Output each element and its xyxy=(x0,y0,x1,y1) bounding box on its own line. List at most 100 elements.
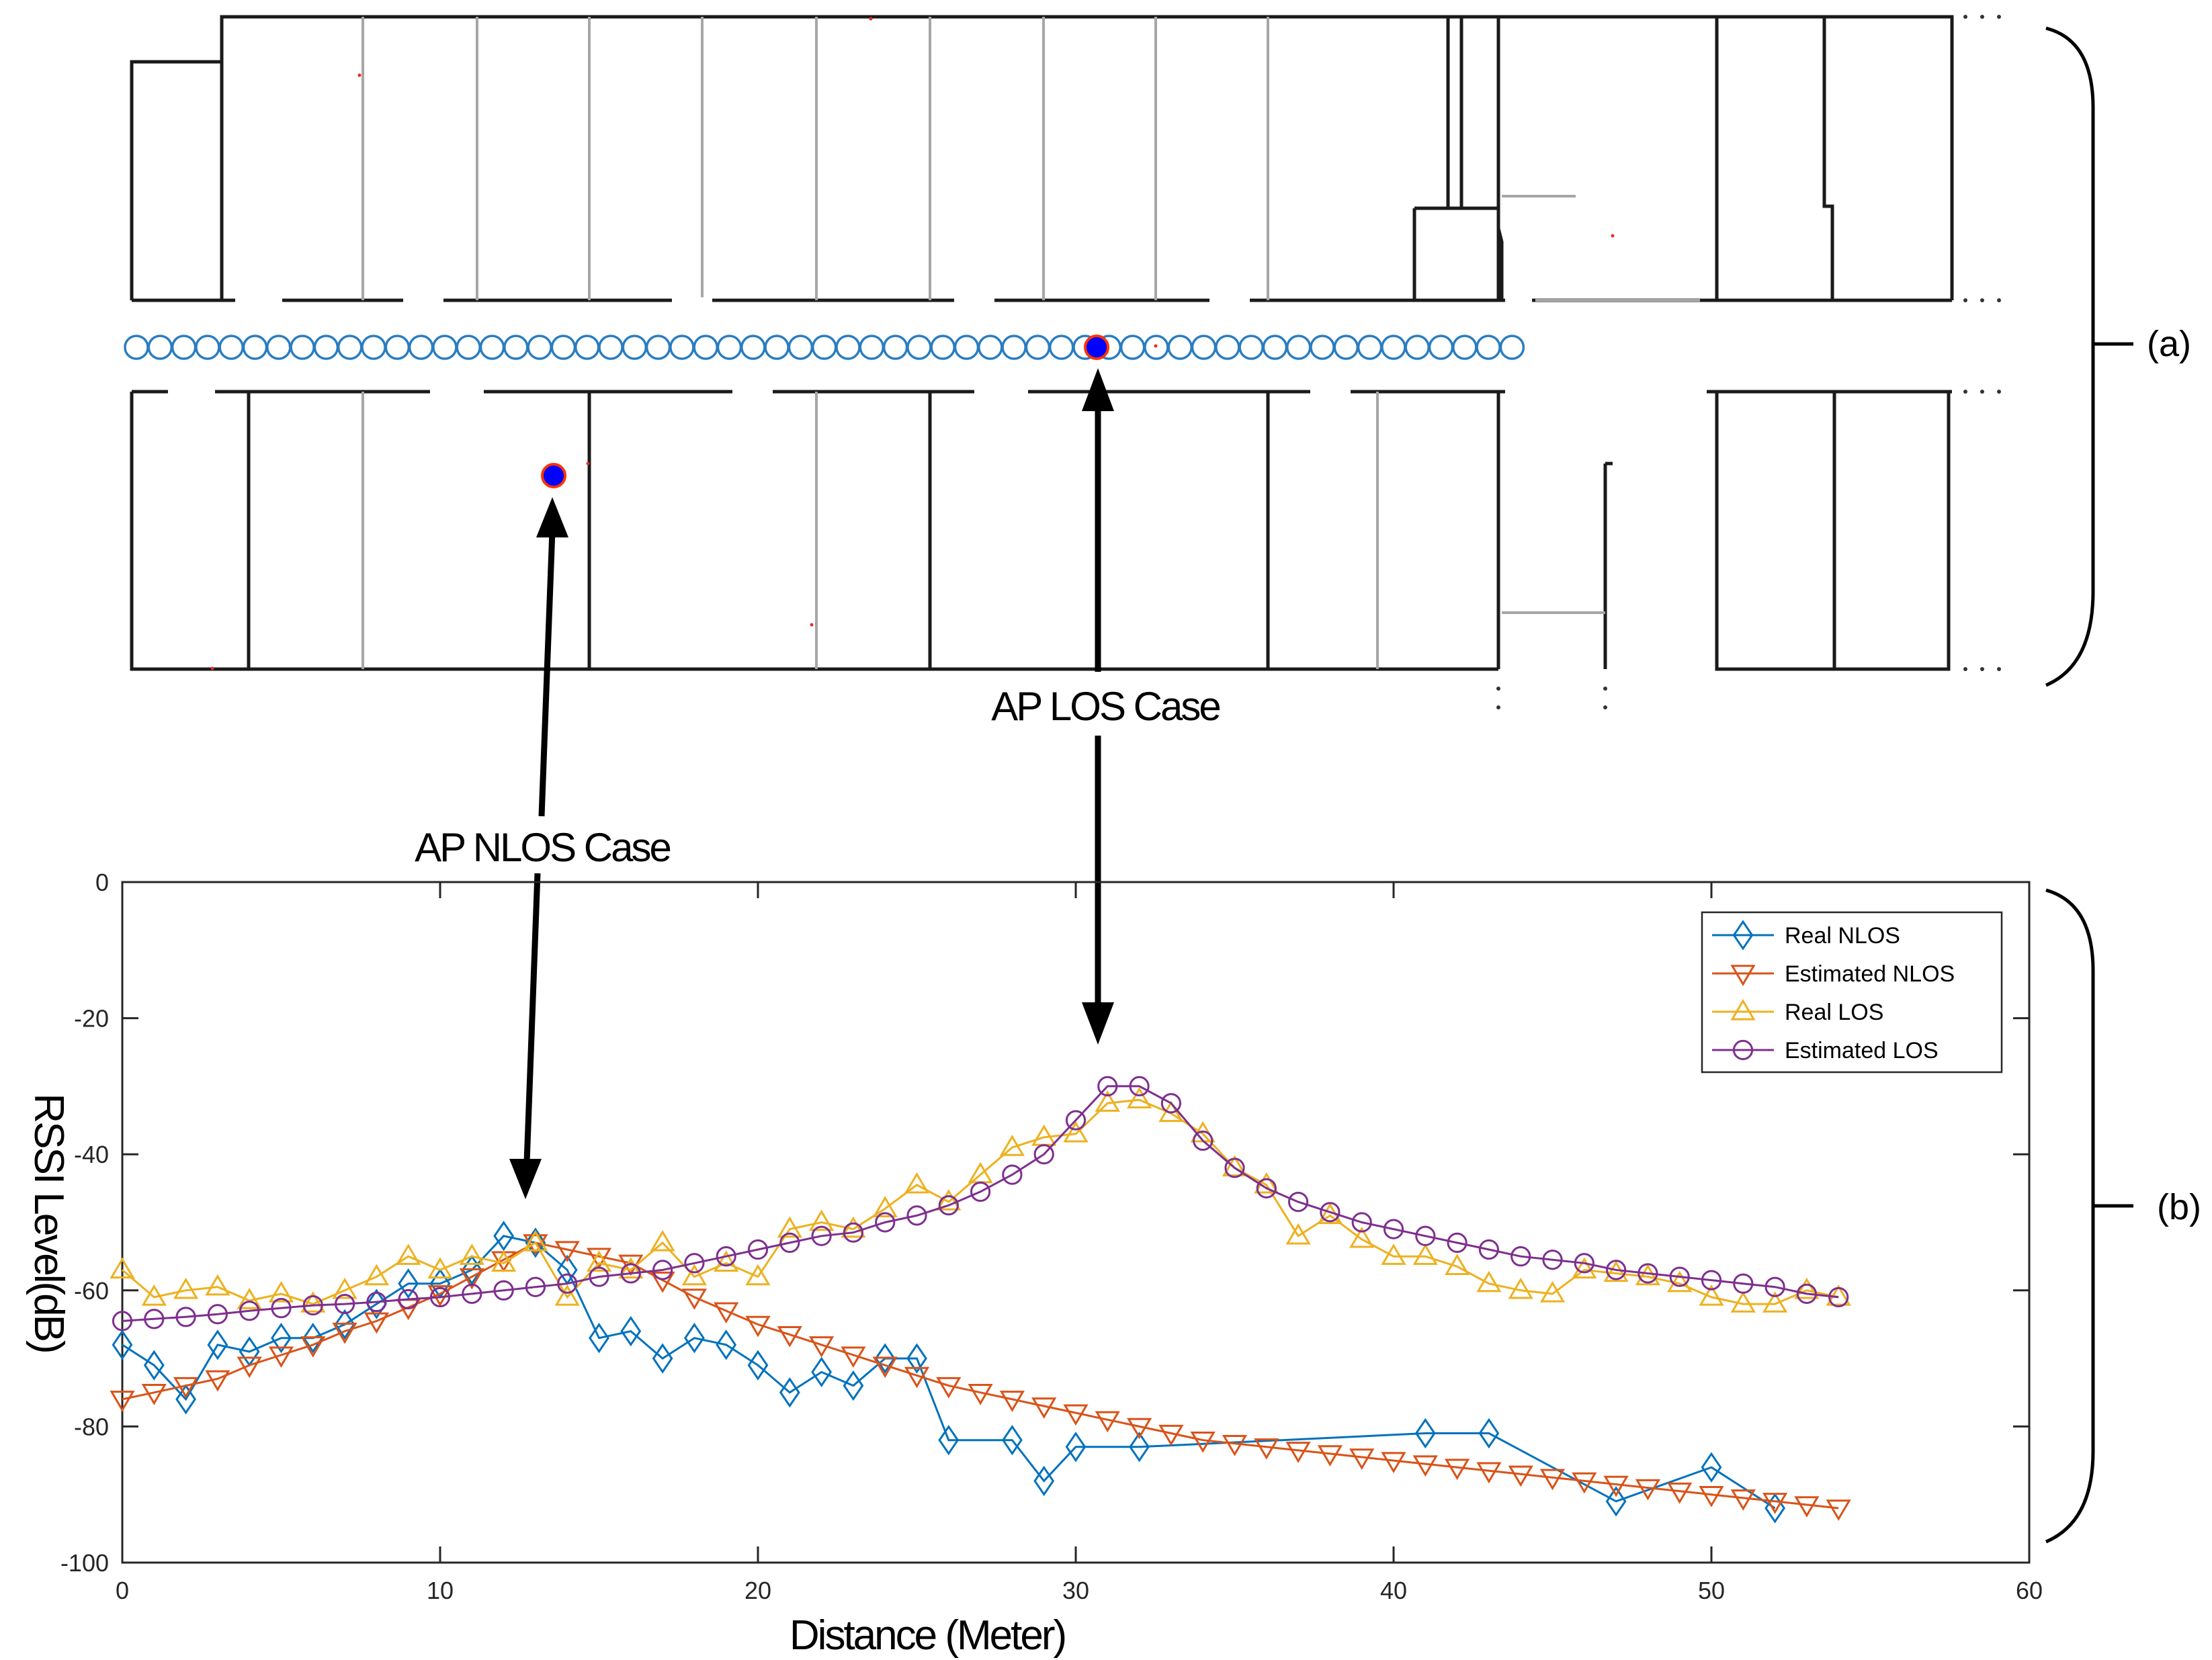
data-point xyxy=(1383,1219,1404,1239)
data-point xyxy=(968,1162,993,1184)
data-point xyxy=(872,1356,898,1379)
nlos-arrowhead-down xyxy=(509,1159,542,1199)
data-point xyxy=(554,1284,580,1306)
data-point xyxy=(112,1311,133,1331)
data-point xyxy=(841,1346,866,1368)
data-point xyxy=(904,1366,930,1389)
data-point xyxy=(1285,1442,1311,1463)
series-real-nlos xyxy=(112,1221,1786,1524)
data-point xyxy=(1447,1232,1467,1253)
walkway-point xyxy=(1191,335,1217,360)
data-point xyxy=(525,1227,546,1258)
data-point xyxy=(872,1196,898,1217)
data-point xyxy=(1222,1155,1248,1177)
series-estimated-los xyxy=(112,1076,1849,1331)
data-point xyxy=(777,1325,802,1348)
data-point xyxy=(366,1291,387,1313)
x-axis-label: Distance (Meter) xyxy=(790,1612,1065,1659)
data-point xyxy=(683,1323,705,1354)
data-point xyxy=(1826,1284,1851,1306)
data-point xyxy=(1415,1225,1436,1246)
data-point xyxy=(1701,1270,1722,1291)
walkway-point xyxy=(882,335,908,360)
data-point xyxy=(1762,1493,1788,1514)
data-point xyxy=(366,1288,387,1319)
brace-b xyxy=(2045,888,2133,1544)
series-layer xyxy=(110,1076,1851,1524)
data-point xyxy=(491,1250,517,1272)
data-point xyxy=(207,1329,228,1360)
data-point xyxy=(970,1181,991,1203)
data-point xyxy=(364,1264,390,1286)
data-point xyxy=(1285,1223,1311,1245)
data-point xyxy=(1412,1243,1438,1265)
data-point xyxy=(493,1280,514,1301)
data-point xyxy=(398,1288,419,1310)
walkway-point xyxy=(266,335,292,360)
legend-label: Real LOS xyxy=(1785,1000,1883,1025)
data-point xyxy=(1412,1455,1438,1477)
data-point xyxy=(302,1323,324,1354)
data-point xyxy=(716,1329,737,1360)
walkway-point xyxy=(811,335,837,360)
x-tick-label: 0 xyxy=(116,1577,129,1604)
data-point xyxy=(808,1336,835,1358)
data-point xyxy=(1381,1452,1406,1474)
data-point xyxy=(1288,1192,1309,1213)
walkway-point xyxy=(313,335,339,360)
data-point xyxy=(841,1216,866,1238)
data-point xyxy=(461,1254,482,1286)
data-point xyxy=(747,1350,769,1381)
data-point xyxy=(271,1323,292,1354)
data-point xyxy=(554,1241,580,1262)
data-point xyxy=(1539,1280,1566,1303)
x-tick-label: 60 xyxy=(2016,1577,2043,1604)
data-point xyxy=(459,1268,484,1290)
data-point xyxy=(808,1209,835,1231)
data-point xyxy=(173,1377,199,1399)
data-point xyxy=(652,1260,673,1280)
data-point xyxy=(745,1315,771,1338)
walkway-point xyxy=(1215,335,1240,360)
data-point xyxy=(1511,1246,1531,1267)
data-point xyxy=(1508,1465,1533,1487)
y-axis-label: RSSI Level(dB) xyxy=(26,1093,72,1352)
walkway-point xyxy=(1238,335,1264,360)
data-point xyxy=(681,1264,708,1286)
brace-a xyxy=(2045,26,2133,687)
data-point xyxy=(1414,1417,1436,1449)
data-point xyxy=(1129,1432,1150,1462)
walkway-point xyxy=(1167,335,1193,360)
data-point xyxy=(1572,1472,1597,1494)
data-point xyxy=(175,1384,197,1415)
legend-marker xyxy=(1732,1039,1754,1061)
walkway-point xyxy=(1333,335,1359,360)
measurement-points xyxy=(124,335,1525,360)
data-point xyxy=(1065,1110,1087,1131)
walkway-point xyxy=(1285,335,1312,360)
data-point xyxy=(144,1309,165,1329)
walkway-point xyxy=(930,335,955,360)
data-point xyxy=(1097,1076,1118,1097)
data-point xyxy=(237,1356,262,1379)
y-tick-label: -60 xyxy=(74,1277,109,1305)
data-point xyxy=(875,1212,896,1233)
data-point xyxy=(1160,1093,1182,1114)
walkway-point xyxy=(669,335,695,360)
panel-label-a: (a) xyxy=(2147,324,2191,364)
data-point xyxy=(523,1234,548,1256)
walkway-point xyxy=(550,335,577,360)
walkway-point xyxy=(693,335,718,360)
data-point xyxy=(1033,1465,1055,1497)
series-line xyxy=(122,1241,1839,1510)
walkway-point xyxy=(574,335,600,360)
data-point xyxy=(1476,1462,1502,1484)
data-point xyxy=(493,1221,515,1252)
data-point xyxy=(938,1424,960,1456)
walkway-point xyxy=(124,335,149,360)
data-point xyxy=(1381,1243,1406,1265)
walkway-point xyxy=(195,335,220,360)
data-point xyxy=(1129,1076,1150,1097)
los-arrowhead-down xyxy=(1082,1002,1114,1045)
data-point xyxy=(1606,1260,1627,1280)
